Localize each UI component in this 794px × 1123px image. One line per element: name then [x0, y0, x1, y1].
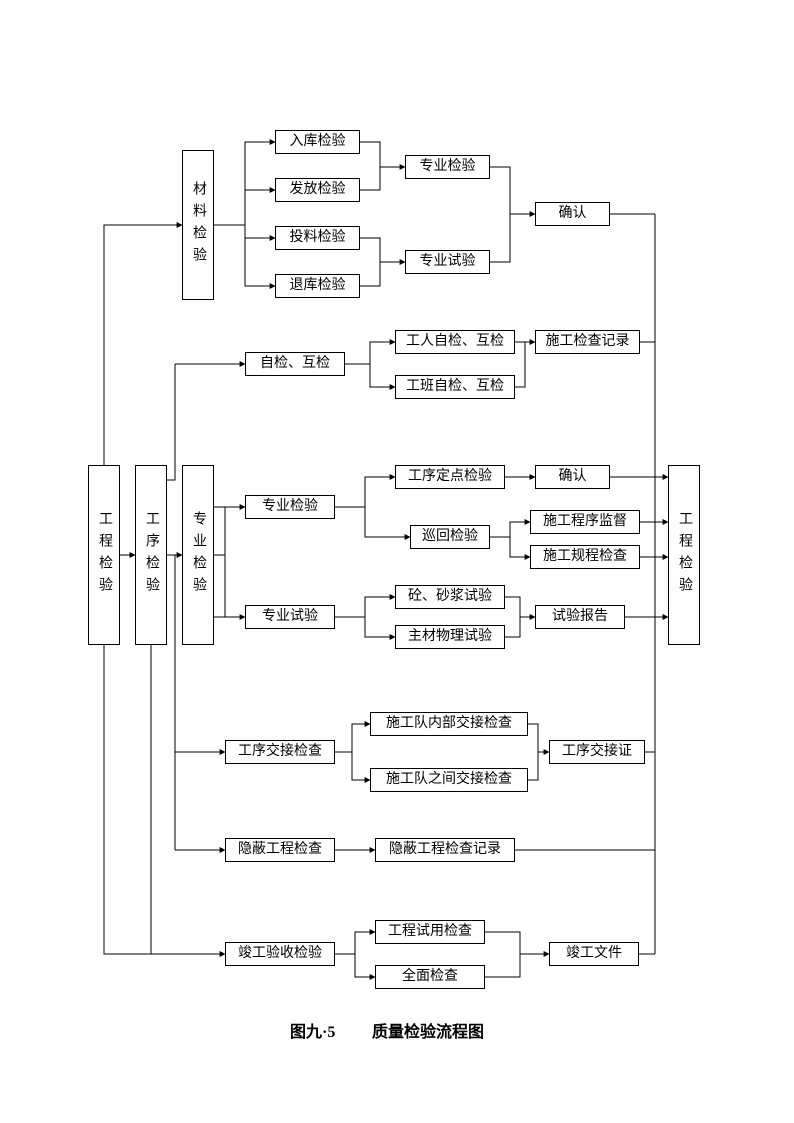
node-right: 工程检验 [668, 465, 700, 645]
node-gongren-zijian: 工人自检、互检 [395, 330, 515, 354]
node-zhucai-shiyan: 主材物理试验 [395, 625, 505, 649]
node-spec: 专业检验 [182, 465, 214, 645]
node-gongxu-jiaojiezheng: 工序交接证 [549, 740, 645, 764]
node-root-left: 工程检验 [88, 465, 120, 645]
node-queren2: 确认 [535, 465, 610, 489]
node-zijian: 自检、互检 [245, 352, 345, 376]
node-zhuanye-jianyan-top: 专业检验 [405, 155, 490, 179]
node-zhuanye-jianyan-mid: 专业检验 [245, 495, 335, 519]
node-shiyan-baogao: 试验报告 [535, 605, 625, 629]
node-material: 材料检验 [182, 150, 214, 300]
node-shigong-guicheng: 施工规程检查 [530, 545, 640, 569]
node-yinbi-jiancha: 隐蔽工程检查 [225, 838, 335, 862]
node-tuiku: 退库检验 [275, 274, 360, 298]
node-gongban-zijian: 工班自检、互检 [395, 375, 515, 399]
figure-caption-title: 质量检验流程图 [372, 1018, 484, 1042]
node-gongxu-jiaojie: 工序交接检查 [225, 740, 335, 764]
figure-caption-prefix: 图九·5 [290, 1018, 335, 1042]
node-shigong-jilu: 施工检查记录 [535, 330, 640, 354]
node-xunhui: 巡回检验 [410, 525, 490, 549]
node-tong-shiyan: 砼、砂浆试验 [395, 585, 505, 609]
node-shigong-chengxu: 施工程序监督 [530, 510, 640, 534]
node-gongcheng-shiyong: 工程试用检查 [375, 920, 485, 944]
node-zhuanye-shiyan-top: 专业试验 [405, 250, 490, 274]
node-gongxu-dingdian: 工序定点检验 [395, 465, 505, 489]
node-touliao: 投料检验 [275, 226, 360, 250]
node-ruku: 入库检验 [275, 130, 360, 154]
node-jungong: 竣工验收检验 [225, 942, 335, 966]
node-zhuanye-shiyan-mid: 专业试验 [245, 605, 335, 629]
node-yinbi-jilu: 隐蔽工程检查记录 [375, 838, 515, 862]
node-quanmian: 全面检查 [375, 965, 485, 989]
node-process: 工序检验 [135, 465, 167, 645]
node-fafang: 发放检验 [275, 178, 360, 202]
node-shigongdui-neibu: 施工队内部交接检查 [370, 712, 528, 736]
node-queren1: 确认 [535, 202, 610, 226]
node-shigongdui-zhijian: 施工队之间交接检查 [370, 768, 528, 792]
node-jungong-wenjian: 竣工文件 [549, 942, 639, 966]
